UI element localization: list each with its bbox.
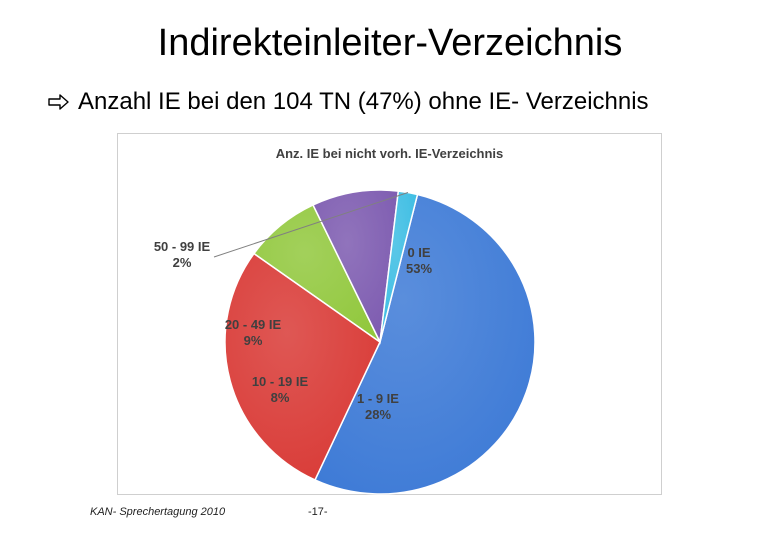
footer-event-name: KAN- Sprechertagung 2010	[90, 506, 226, 518]
slice-label-0ie: 0 IE 53%	[406, 245, 432, 276]
bullet-row: Anzahl IE bei den 104 TN (47%) ohne IE- …	[48, 88, 649, 116]
pie-slice-50-99ie	[379, 190, 419, 343]
pie-slice-0ie	[313, 193, 536, 495]
bullet-text: Anzahl IE bei den 104 TN (47%) ohne IE- …	[78, 88, 649, 115]
slice-label-10-19ie: 10 - 19 IE 8%	[252, 374, 309, 405]
chart-title: Anz. IE bei nicht vorh. IE-Verzeichnis	[275, 146, 504, 161]
slide-title: Indirekteinleiter-Verzeichnis	[157, 22, 623, 64]
pie-chart-canvas: 0 IE 53% 1 - 9 IE 28% 10 - 19 IE 8% 20 - 49 IE…	[154, 189, 536, 495]
leader-line	[213, 192, 409, 258]
hollow-right-arrow-icon	[48, 94, 69, 110]
slice-label-50-99ie: 50 - 99 IE 2%	[154, 239, 211, 270]
pie-slice-1-9ie	[224, 252, 381, 481]
pie-slice-20-49ie	[312, 189, 400, 345]
slice-label-20-49ie: 20 - 49 IE 9%	[225, 317, 282, 348]
footer-page-number: -17-	[308, 506, 328, 518]
pie-chart: Anz. IE bei nicht vorh. IE-Verzeichnis 0…	[117, 133, 662, 495]
slice-label-1-9ie: 1 - 9 IE 28%	[357, 391, 399, 422]
